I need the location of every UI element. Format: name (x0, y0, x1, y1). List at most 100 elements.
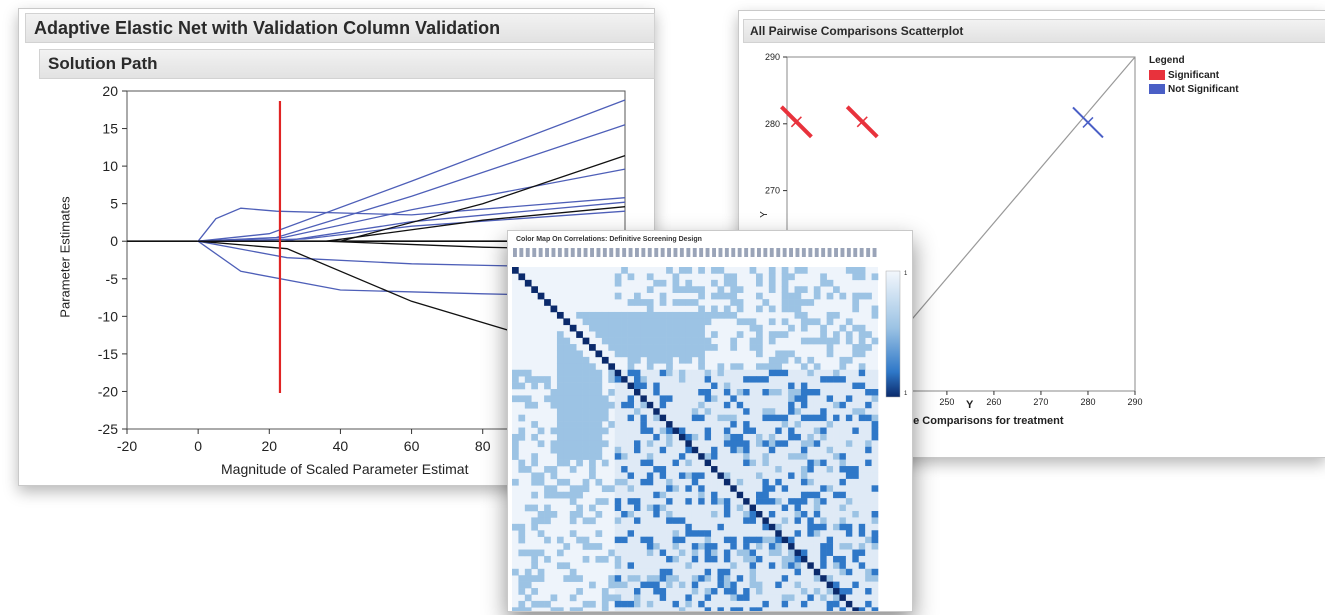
correlation-cell (833, 594, 840, 602)
correlation-cell (563, 363, 571, 371)
correlation-cell (820, 549, 827, 557)
correlation-cell (865, 575, 872, 582)
correlation-cell (736, 555, 744, 563)
correlation-cell (807, 575, 815, 582)
correlation-cell (698, 414, 705, 422)
correlation-cell (614, 408, 622, 415)
correlation-cell (704, 588, 712, 595)
correlation-cell (839, 568, 847, 576)
column-header-label (596, 248, 601, 257)
correlation-cell (833, 369, 840, 377)
correlation-cell (723, 478, 731, 486)
correlation-cell (730, 581, 738, 589)
correlation-cell (756, 607, 763, 611)
correlation-cell (736, 369, 744, 377)
correlation-cell (544, 600, 551, 608)
correlation-cell (646, 581, 654, 589)
correlation-cell (582, 356, 590, 364)
correlation-cell (813, 466, 821, 473)
correlation-cell (678, 389, 686, 396)
correlation-cell (743, 478, 750, 486)
correlation-cell (531, 523, 538, 531)
correlation-cell (653, 311, 660, 319)
correlation-cell (788, 581, 795, 589)
correlation-cell (685, 408, 693, 415)
correlation-cell (762, 421, 770, 428)
correlation-cell (839, 395, 847, 403)
correlation-cell (833, 607, 840, 611)
pairwise-title-bar[interactable]: All Pairwise Comparisons Scatterplot (743, 19, 1325, 43)
correlation-cell (595, 543, 603, 550)
correlation-cell (717, 440, 725, 448)
correlation-cell (653, 324, 660, 332)
correlation-cell (672, 337, 680, 345)
correlation-cell (826, 568, 834, 576)
correlation-cell (524, 369, 532, 377)
correlation-cell (775, 478, 782, 486)
correlation-cell (788, 472, 795, 480)
correlation-cell (691, 530, 699, 537)
correlation-cell (865, 588, 872, 595)
correlation-cell (691, 389, 699, 396)
correlation-cell (627, 433, 635, 441)
correlation-cell (788, 376, 795, 383)
correlation-cell (800, 414, 808, 422)
correlation-cell (807, 504, 815, 512)
correlation-cell (730, 292, 738, 300)
correlation-cell (781, 466, 789, 473)
correlation-cell (711, 395, 718, 403)
correlation-cell (544, 511, 551, 518)
correlation-cell (685, 498, 693, 505)
correlation-cell (704, 389, 712, 396)
correlation-cell (794, 555, 802, 563)
correlation-cell (711, 401, 718, 409)
y-tick-label: -15 (98, 346, 118, 362)
correlation-cell (691, 324, 699, 332)
correlation-cell (833, 517, 840, 525)
correlation-cell (730, 273, 738, 281)
correlation-cell (672, 491, 680, 499)
correlation-cell (768, 549, 776, 557)
correlation-cell (659, 607, 667, 611)
correlation-cell (723, 292, 731, 300)
legend-item-significant[interactable]: Significant (1149, 70, 1239, 81)
correlation-cell (788, 369, 795, 377)
correlation-cell (544, 517, 551, 525)
correlation-cell (768, 478, 776, 486)
correlation-cell (569, 363, 577, 371)
correlation-cell (723, 588, 731, 595)
correlation-cell (794, 594, 802, 602)
correlation-cell (807, 382, 815, 390)
correlation-cell (730, 286, 738, 293)
column-header-label (660, 248, 665, 257)
correlation-cell (807, 581, 815, 589)
legend-item-not-significant[interactable]: Not Significant (1149, 84, 1239, 95)
correlation-cell (537, 549, 545, 557)
correlation-cell (820, 466, 827, 473)
correlation-cell (852, 523, 860, 531)
correlation-cell (826, 292, 834, 300)
correlation-cell (531, 401, 538, 409)
correlation-cell (749, 549, 757, 557)
correlation-cell (730, 600, 738, 608)
correlation-cell (768, 498, 776, 505)
correlation-cell (672, 299, 680, 306)
correlation-cell (698, 395, 705, 403)
correlation-cell (614, 311, 622, 319)
report-title-bar[interactable]: Adaptive Elastic Net with Validation Col… (25, 13, 655, 43)
correlation-cell (678, 369, 686, 377)
correlation-cell (646, 382, 654, 390)
correlation-cell (556, 337, 564, 345)
correlation-cell (730, 433, 738, 441)
correlation-cell (698, 382, 705, 390)
correlation-cell (621, 318, 628, 326)
correlation-cell (563, 433, 571, 441)
correlation-cell (640, 446, 648, 454)
correlation-cell (788, 433, 795, 441)
correlation-cell (601, 555, 609, 563)
correlation-cell (678, 517, 686, 525)
correlation-cell (666, 478, 673, 486)
correlation-cell (768, 356, 776, 364)
section-title-bar[interactable]: Solution Path (39, 49, 655, 79)
correlation-cell (576, 363, 583, 371)
